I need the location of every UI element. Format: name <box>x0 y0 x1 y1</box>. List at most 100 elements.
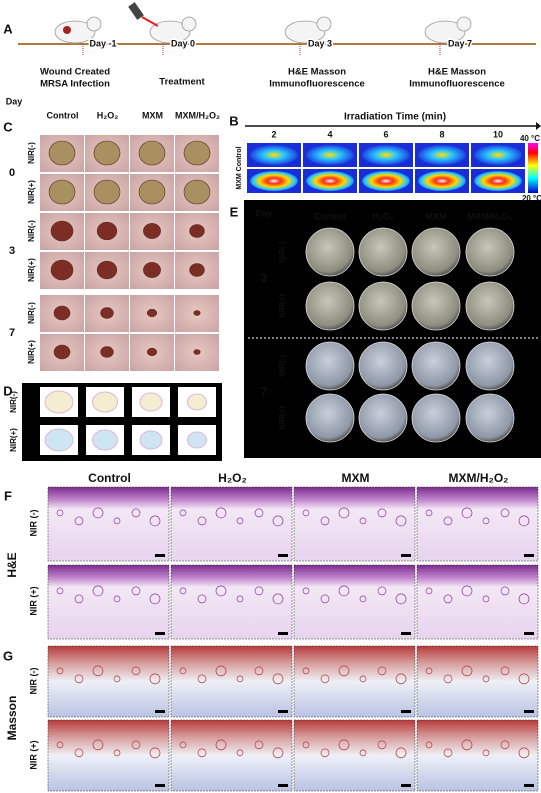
column-header: H₂O₂ <box>218 471 247 485</box>
axis-label: Distance (cm) <box>141 419 161 423</box>
tissue-detail <box>425 509 433 517</box>
condition-label: NIR(-) <box>278 355 287 377</box>
he-image <box>47 564 170 640</box>
time-label: 8 <box>439 129 444 139</box>
tissue-detail <box>500 586 510 596</box>
tissue-detail <box>395 593 407 605</box>
condition-label: NIR(+) <box>278 406 287 430</box>
tissue-detail <box>395 515 407 527</box>
column-header: Control <box>88 471 131 485</box>
agar-plate <box>465 393 515 443</box>
wound-trace <box>92 391 118 413</box>
agar-plate <box>305 393 355 443</box>
day-number: 3 <box>261 271 268 285</box>
thermal-spot <box>418 171 466 191</box>
tissue-detail <box>56 741 64 749</box>
tissue-detail <box>359 595 367 603</box>
tissue-detail <box>197 594 207 604</box>
tissue-detail <box>443 516 453 526</box>
tissue-detail <box>56 587 64 595</box>
wound-area <box>193 349 201 355</box>
time-label: 10 <box>493 129 503 139</box>
wound-trace <box>44 428 74 452</box>
day-label: Day 7 <box>448 38 472 48</box>
thermal-spot <box>250 171 298 191</box>
axis-label: Distance (cm) <box>95 419 115 423</box>
condition-label: NIR (-) <box>28 510 38 537</box>
tissue-detail <box>377 666 387 676</box>
thermal-spot <box>474 171 522 191</box>
wound-area <box>146 347 158 357</box>
condition-label: NIR(-) <box>27 220 36 242</box>
day-number: 3 <box>9 245 15 257</box>
tissue-detail <box>131 508 141 518</box>
agar-plate <box>411 393 461 443</box>
tissue-detail <box>338 507 350 519</box>
tissue-detail <box>131 740 141 750</box>
tissue-detail <box>272 673 284 685</box>
stain-label: H&E <box>5 552 19 577</box>
agar-plate <box>465 227 515 277</box>
he-image <box>416 486 539 562</box>
tissue-detail <box>425 587 433 595</box>
wound-area <box>53 305 71 321</box>
tissue-detail <box>302 667 310 675</box>
tissue-detail <box>482 517 490 525</box>
scale-bar <box>401 784 411 787</box>
wound-trace <box>92 429 118 451</box>
column-header: MXM <box>142 110 163 120</box>
thermal-spot <box>250 145 298 165</box>
tissue-detail <box>377 508 387 518</box>
mouse <box>149 20 191 44</box>
agar-plate <box>358 281 408 331</box>
wound-area <box>50 220 74 242</box>
row-label: MXM Control <box>236 146 243 189</box>
mouse <box>54 20 96 44</box>
mouse-head <box>456 16 472 32</box>
tissue-detail <box>113 595 121 603</box>
tissue-detail <box>482 749 490 757</box>
tissue-detail <box>215 585 227 597</box>
tissue-detail <box>443 748 453 758</box>
wound-area <box>48 140 76 166</box>
column-header: Control <box>314 211 346 221</box>
tissue-detail <box>272 593 284 605</box>
tissue-detail <box>236 675 244 683</box>
tissue-detail <box>254 508 264 518</box>
wound-trace <box>139 392 163 412</box>
condition-label: NIR (+) <box>28 586 38 615</box>
thermal-spot <box>474 145 522 165</box>
tissue-detail <box>131 586 141 596</box>
tissue-detail <box>113 749 121 757</box>
he-image <box>170 564 293 640</box>
he-image <box>416 564 539 640</box>
day-number: 7 <box>9 327 15 339</box>
tissue-detail <box>320 748 330 758</box>
tissue-detail <box>74 674 84 684</box>
axis-label: Distance (cm) <box>49 419 69 423</box>
he-image <box>47 486 170 562</box>
wound-area <box>96 260 118 280</box>
wound-area <box>93 179 121 205</box>
tissue-detail <box>113 517 121 525</box>
scale-bar <box>278 784 288 787</box>
mouse-head <box>86 16 102 32</box>
scale-label: 20 °C <box>522 194 541 203</box>
tissue-detail <box>149 747 161 759</box>
tissue-detail <box>443 674 453 684</box>
step-label: H&E Masson <box>288 67 346 78</box>
tissue-detail <box>500 740 510 750</box>
scale-bar <box>524 710 534 713</box>
axis-label: Distance (cm) <box>95 457 115 461</box>
scale-label: 40 °C <box>520 134 540 143</box>
masson-image <box>47 645 170 718</box>
column-header: H₂O₂ <box>97 110 119 120</box>
scale-bar <box>401 632 411 635</box>
tissue-detail <box>302 587 310 595</box>
tissue-detail <box>215 739 227 751</box>
masson-image <box>293 645 416 718</box>
thermal-spot <box>418 145 466 165</box>
wound-area <box>100 346 114 358</box>
day-label: Day 0 <box>171 38 195 48</box>
panel-label: A <box>3 21 13 36</box>
